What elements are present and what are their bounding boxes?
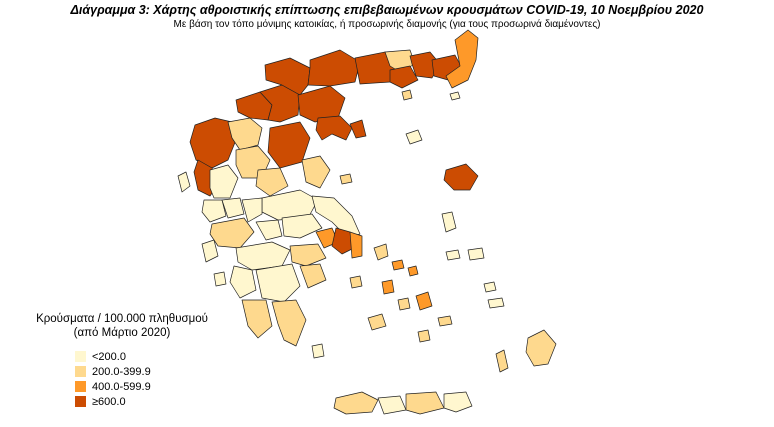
region-arta	[221, 197, 245, 219]
region-corfu	[177, 171, 191, 193]
legend-label: ≥600.0	[92, 395, 126, 408]
legend-item: <200.0	[75, 349, 151, 364]
region-fokida	[255, 219, 283, 241]
legend-swatch	[75, 396, 86, 407]
region-santorini	[417, 329, 431, 343]
region-arkadia	[255, 263, 301, 303]
region-naxos	[415, 291, 433, 311]
region-attica-athens	[331, 227, 355, 255]
region-kythira	[311, 343, 325, 359]
region-karpathos	[495, 349, 509, 373]
region-preveza	[201, 199, 227, 223]
region-amorgos	[437, 315, 453, 327]
legend-label: <200.0	[92, 350, 126, 363]
region-korinthia	[289, 243, 327, 267]
region-chania	[333, 391, 379, 415]
region-thasos	[401, 89, 413, 101]
region-mykonos	[407, 265, 419, 277]
region-sporades	[339, 173, 353, 185]
legend-item: 200.0-399.9	[75, 364, 151, 379]
region-ikaria	[445, 249, 461, 261]
region-samothrace	[449, 91, 461, 101]
region-rhodes	[525, 329, 557, 367]
legend-swatch	[75, 351, 86, 362]
region-kalymnos	[483, 281, 497, 293]
region-lesvos	[443, 163, 479, 191]
legend-label: 200.0-399.9	[92, 365, 151, 378]
region-zakynthos	[213, 271, 227, 287]
region-kefalonia	[201, 239, 219, 263]
region-thessaly-magnesia	[301, 155, 331, 189]
region-argolida	[299, 263, 327, 289]
region-limnos	[405, 129, 423, 145]
region-rethymno	[377, 395, 407, 415]
region-kos	[487, 297, 505, 309]
legend-swatch	[75, 381, 86, 392]
region-thessaly-karditsa	[255, 167, 289, 197]
region-thessaly-larissa	[267, 121, 311, 169]
region-kavala	[389, 65, 419, 89]
region-central-macedonia-c	[307, 49, 361, 87]
map-subtitle: Με βάση τον τόπο μόνιμης κατοικίας, ή πρ…	[173, 19, 601, 30]
region-chios	[441, 211, 457, 233]
region-syros	[381, 279, 395, 295]
region-evrytania	[241, 197, 263, 223]
region-lakonia	[271, 299, 307, 347]
legend-title: Κρούσματα / 100.000 πληθυσμού (από Μάρτι…	[22, 312, 222, 340]
region-kea	[349, 275, 363, 289]
region-aitoloakarnania	[209, 217, 255, 249]
region-xanthi	[409, 51, 441, 79]
map-title: Διάγραμμα 3: Χάρτης αθροιστικής επίπτωση…	[70, 3, 704, 17]
region-samos	[467, 247, 485, 261]
region-ilia	[229, 265, 257, 299]
region-heraklion	[405, 391, 445, 415]
region-paros	[397, 297, 411, 311]
region-tinos	[391, 259, 405, 271]
region-viotia	[281, 213, 323, 239]
legend-label: 400.0-599.9	[92, 380, 151, 393]
legend-title-line2: (από Μάρτιο 2020)	[73, 327, 171, 339]
region-central-macedonia-b	[264, 57, 311, 96]
legend-title-line1: Κρούσματα / 100.000 πληθυσμού	[36, 313, 208, 325]
region-chalkidiki	[315, 115, 353, 141]
region-attica-east	[349, 231, 363, 259]
legend-item: ≥600.0	[75, 394, 151, 409]
region-messinia	[241, 299, 273, 339]
legend: <200.0 200.0-399.9 400.0-599.9 ≥600.0	[75, 349, 151, 409]
legend-swatch	[75, 366, 86, 377]
region-evros	[445, 29, 479, 89]
region-athos	[349, 119, 367, 139]
region-lasithi	[443, 391, 473, 413]
legend-item: 400.0-599.9	[75, 379, 151, 394]
region-epirus-ioannina	[209, 164, 239, 199]
region-western-macedonia-a	[189, 117, 237, 169]
region-milos	[367, 313, 387, 331]
region-andros	[373, 243, 389, 261]
